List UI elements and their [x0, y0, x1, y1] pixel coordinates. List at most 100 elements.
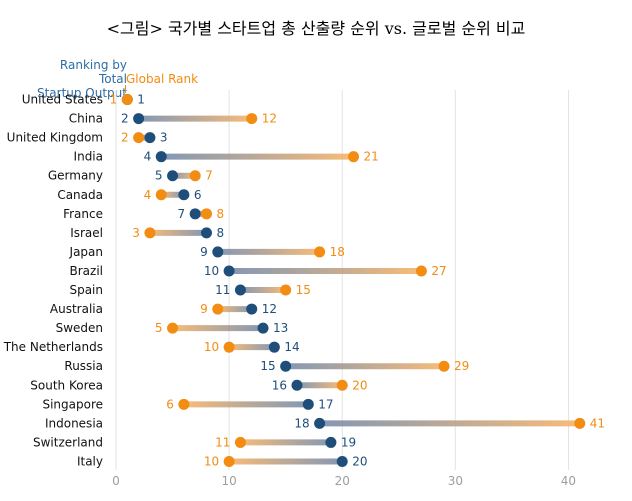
category-label: France — [63, 207, 103, 221]
total-output-point — [314, 417, 326, 429]
category-label: China — [69, 112, 103, 126]
total-rank-label: 20 — [352, 454, 367, 468]
global-rank-label: 10 — [204, 340, 219, 354]
total-rank-label: 2 — [121, 112, 129, 126]
global-rank-point — [133, 132, 145, 144]
category-label: Australia — [50, 302, 103, 316]
total-output-point — [144, 132, 156, 144]
global-rank-label: 11 — [215, 435, 230, 449]
total-rank-label: 1 — [137, 93, 145, 107]
global-rank-label: 6 — [166, 397, 174, 411]
global-rank-point — [223, 455, 235, 467]
total-output-point — [246, 303, 258, 315]
global-rank-point — [212, 303, 224, 315]
total-output-point — [268, 341, 280, 353]
total-output-point — [336, 455, 348, 467]
total-output-point — [302, 398, 314, 410]
global-rank-label: 41 — [590, 416, 605, 430]
global-rank-label: 8 — [216, 207, 224, 221]
legend-total-label: Ranking by Total Startup Output — [35, 58, 127, 100]
total-rank-label: 17 — [318, 397, 333, 411]
total-rank-label: 19 — [341, 435, 356, 449]
total-rank-label: 4 — [144, 150, 152, 164]
category-label: Russia — [64, 359, 103, 373]
global-rank-point — [178, 398, 190, 410]
total-rank-label: 10 — [204, 264, 219, 278]
category-label: India — [74, 150, 103, 164]
total-output-point — [325, 436, 337, 448]
total-rank-label: 5 — [155, 169, 163, 183]
x-tick-label: 20 — [335, 474, 350, 488]
global-rank-point — [155, 189, 167, 201]
global-rank-label: 12 — [262, 112, 277, 126]
global-rank-point — [234, 436, 246, 448]
total-rank-label: 7 — [178, 207, 186, 221]
total-rank-label: 6 — [194, 188, 202, 202]
total-rank-label: 14 — [284, 340, 299, 354]
total-rank-label: 18 — [294, 416, 309, 430]
global-rank-point — [415, 265, 427, 277]
total-output-point — [155, 151, 167, 163]
total-output-point — [167, 170, 179, 182]
x-tick-label: 40 — [561, 474, 576, 488]
category-label: Sweden — [56, 321, 103, 335]
global-rank-label: 21 — [364, 150, 379, 164]
total-output-point — [223, 265, 235, 277]
chart-title: <그림> 국가별 스타트업 총 산출량 순위 vs. 글로벌 순위 비교 — [106, 19, 526, 38]
global-rank-label: 10 — [204, 454, 219, 468]
category-label: South Korea — [30, 378, 103, 392]
total-output-point — [280, 360, 292, 372]
global-rank-point — [189, 170, 201, 182]
total-output-point — [212, 246, 224, 258]
category-label: Canada — [57, 188, 103, 202]
x-tick-label: 10 — [221, 474, 236, 488]
category-label: Switzerland — [33, 435, 103, 449]
total-output-point — [257, 322, 269, 334]
total-output-point — [234, 284, 246, 296]
total-rank-label: 8 — [216, 226, 224, 240]
total-rank-label: 11 — [215, 283, 230, 297]
global-rank-label: 18 — [330, 245, 345, 259]
global-rank-label: 7 — [205, 169, 213, 183]
category-label: Spain — [69, 283, 103, 297]
global-rank-label: 20 — [352, 378, 367, 392]
total-output-point — [133, 113, 145, 125]
total-rank-label: 13 — [273, 321, 288, 335]
category-label: The Netherlands — [3, 340, 103, 354]
category-label: United Kingdom — [7, 131, 103, 145]
total-output-point — [178, 189, 190, 201]
total-rank-label: 15 — [260, 359, 275, 373]
global-rank-point — [280, 284, 292, 296]
global-rank-label: 2 — [121, 131, 129, 145]
legend-total-line2: Startup Output — [36, 86, 127, 100]
global-rank-point — [144, 227, 156, 239]
global-rank-point — [336, 379, 348, 391]
category-label: Brazil — [70, 264, 104, 278]
total-rank-label: 9 — [200, 245, 208, 259]
global-rank-label: 29 — [454, 359, 469, 373]
total-rank-label: 12 — [262, 302, 277, 316]
global-rank-label: 3 — [132, 226, 140, 240]
global-rank-point — [200, 208, 212, 220]
category-label: Germany — [48, 169, 103, 183]
global-rank-point — [167, 322, 179, 334]
global-rank-label: 1 — [110, 93, 118, 107]
category-label: Singapore — [42, 397, 103, 411]
x-tick-label: 0 — [112, 474, 120, 488]
category-label: Italy — [77, 454, 103, 468]
global-rank-point — [574, 417, 586, 429]
legend-connector — [125, 85, 126, 93]
global-rank-point — [438, 360, 450, 372]
global-rank-point — [314, 246, 326, 258]
global-rank-label: 4 — [144, 188, 152, 202]
global-rank-label: 15 — [296, 283, 311, 297]
category-label: United States — [22, 93, 103, 107]
legend-global-label: Global Rank — [126, 72, 199, 86]
total-rank-label: 3 — [160, 131, 168, 145]
x-tick-label: 30 — [448, 474, 463, 488]
global-rank-point — [121, 94, 133, 106]
category-label: Indonesia — [45, 416, 103, 430]
global-rank-label: 9 — [200, 302, 208, 316]
global-rank-point — [348, 151, 360, 163]
